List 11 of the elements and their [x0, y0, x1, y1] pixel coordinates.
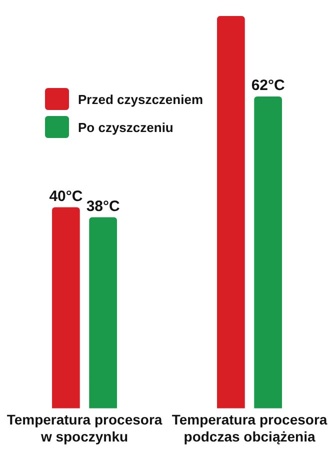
x-tick-label: Temperatura procesora w spoczynku [6, 412, 162, 444]
bar [254, 96, 282, 408]
legend-label: Przed czyszczeniem [78, 92, 204, 106]
legend-label: Po czyszczeniu [78, 120, 174, 134]
data-label: 38°C [86, 198, 120, 215]
bar [89, 217, 117, 408]
bar [217, 16, 245, 408]
data-label: 62°C [251, 77, 285, 94]
x-tick-label: Temperatura procesora podczas obciążenia [172, 412, 328, 444]
bar [52, 207, 80, 408]
data-label: 40°C [49, 188, 83, 205]
